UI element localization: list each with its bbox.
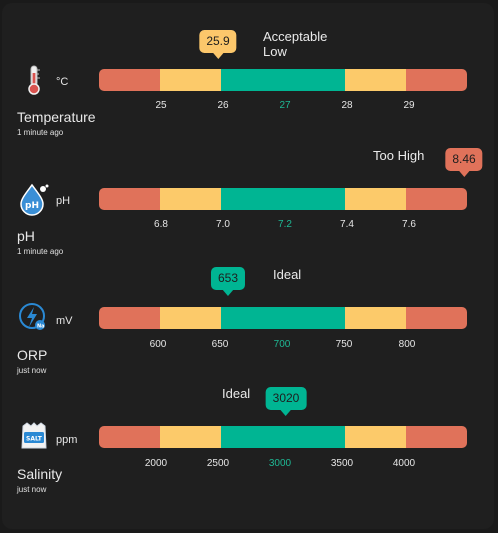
range-low (160, 188, 221, 210)
tick-label: 7.6 (402, 219, 416, 230)
unit-label: pH (56, 195, 71, 207)
tick-label: 2000 (144, 458, 168, 469)
value-badge: 653 (210, 267, 246, 296)
tick-label: 2500 (206, 458, 230, 469)
tick-label: 7.2 (278, 219, 292, 230)
value-badge: 3020 (265, 387, 307, 416)
tick-label: 3000 (268, 458, 292, 469)
svg-text:Na: Na (37, 324, 45, 330)
range-low (160, 307, 221, 329)
orp-icon: Na (17, 301, 51, 335)
status-text: Too High (373, 148, 425, 163)
last-updated: just now (17, 485, 47, 494)
range-bar (99, 307, 467, 329)
sensor-row-salinity: SALT ppm Salinity just now 2000 2500 300… (0, 0, 498, 494)
range-ideal (221, 188, 345, 210)
range-high (345, 307, 406, 329)
tick-label: 6.8 (154, 219, 168, 230)
value-badge: 25.9 (199, 30, 237, 59)
tick-label: 7.0 (216, 219, 230, 230)
tick-label: 650 (211, 339, 229, 350)
tick-label: 800 (398, 339, 416, 350)
range-high (345, 426, 406, 448)
svg-text:SALT: SALT (26, 436, 43, 443)
tick-label: 27 (279, 100, 291, 111)
range-ideal (221, 307, 345, 329)
unit-label: mV (56, 315, 73, 327)
tick-label: 3500 (330, 458, 354, 469)
tick-label: 700 (273, 339, 291, 350)
last-updated: 1 minute ago (17, 247, 64, 256)
range-bar (99, 188, 467, 210)
sensor-name[interactable]: pH (17, 228, 35, 244)
range-too-high (406, 307, 467, 329)
tick-label: 28 (341, 100, 353, 111)
last-updated: just now (17, 366, 47, 375)
tick-label: 25 (155, 100, 167, 111)
ph-drop-icon: pH (17, 182, 51, 216)
sensor-row-orp: Na mV ORP just now 600 650 700 750 800 6… (0, 0, 498, 375)
range-too-high (406, 69, 467, 91)
sensor-row-temperature: °C Temperature 1 minute ago 25 26 27 28 … (0, 0, 498, 137)
range-low (160, 69, 221, 91)
status-text: Ideal (273, 267, 302, 282)
tick-label: 29 (403, 100, 415, 111)
range-low (160, 426, 221, 448)
sensor-name[interactable]: Temperature (17, 109, 96, 125)
range-bar (99, 69, 467, 91)
range-too-low (99, 307, 160, 329)
svg-text:pH: pH (25, 201, 39, 211)
range-bar (99, 426, 467, 448)
sensor-row-ph: pH pH pH 1 minute ago 6.8 7.0 7.2 7.4 7.… (0, 0, 498, 256)
value-badge: 8.46 (445, 148, 483, 177)
unit-label: °C (56, 76, 69, 88)
sensor-name[interactable]: ORP (17, 347, 48, 363)
range-too-low (99, 188, 160, 210)
range-high (345, 188, 406, 210)
sensor-name[interactable]: Salinity (17, 466, 63, 482)
tick-label: 7.4 (340, 219, 354, 230)
range-ideal (221, 426, 345, 448)
last-updated: 1 minute ago (17, 128, 64, 137)
thermometer-icon (17, 63, 51, 97)
range-ideal (221, 69, 345, 91)
range-too-low (99, 426, 160, 448)
salt-bag-icon: SALT (17, 420, 51, 454)
tick-label: 26 (217, 100, 229, 111)
tick-label: 600 (149, 339, 167, 350)
range-too-high (406, 188, 467, 210)
status-text: Ideal (222, 386, 251, 401)
range-high (345, 69, 406, 91)
status-text: Acceptable Low (263, 29, 328, 59)
range-too-low (99, 69, 160, 91)
tick-label: 4000 (392, 458, 416, 469)
unit-label: ppm (56, 434, 78, 446)
range-too-high (406, 426, 467, 448)
tick-label: 750 (335, 339, 353, 350)
